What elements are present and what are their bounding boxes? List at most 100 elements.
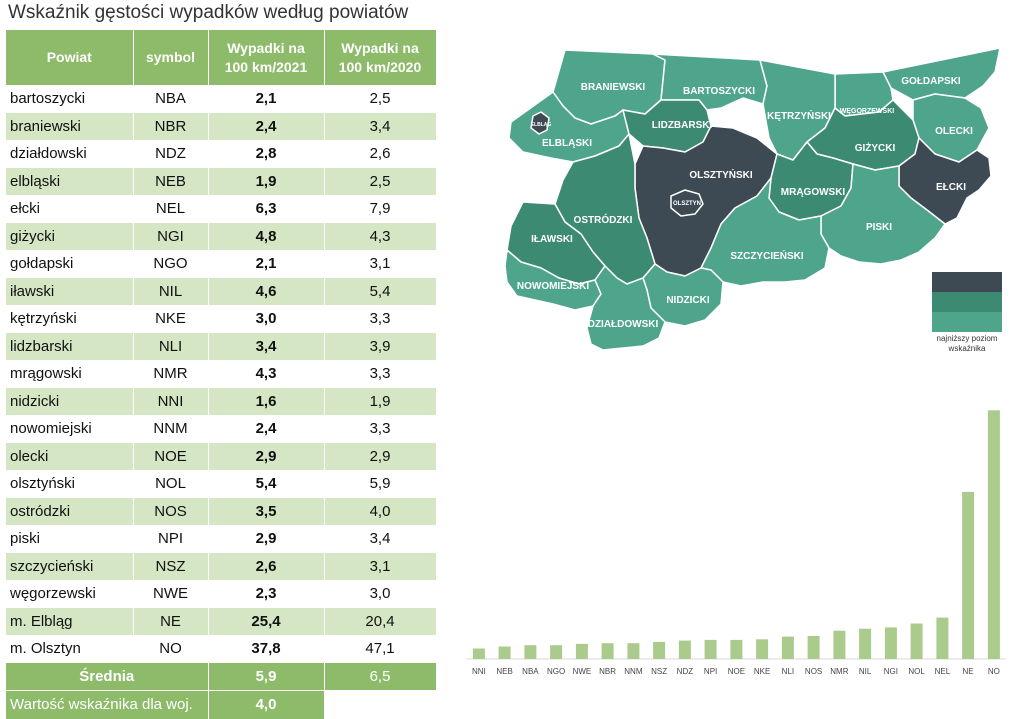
table-row: kętrzyński NKE 3,0 3,3 [6,305,437,333]
map-region-elblag [530,111,550,135]
bar-ngo [550,645,563,659]
tick-label-nil: NIL [859,667,872,676]
cell-powiat: m. Olsztyn [6,635,134,663]
bar-noe [730,639,743,659]
cell-symbol: NOE [133,442,209,470]
cell-symbol: NOS [133,497,209,525]
tick-label-nwe: NWE [573,667,592,676]
cell-symbol: NKE [133,305,209,333]
map-label-braniewski: BRANIEWSKI [581,82,646,93]
tick-label-ne: NE [963,667,974,676]
cell-2020: 4,3 [324,222,437,250]
map-label-elblaski: ELBLĄSKI [542,138,592,149]
cell-2021: 4,3 [208,360,325,388]
bar-nba [524,645,537,659]
header-symbol: symbol [133,30,209,85]
cell-symbol: NEB [133,167,209,195]
map-label-ostrodzki: OSTRÓDZKI [574,213,633,226]
table-row: nowomiejski NNM 2,4 3,3 [6,415,437,443]
cell-2021: 25,4 [208,607,325,635]
bar-nke [756,639,769,659]
cell-powiat: olsztyński [6,470,134,498]
map-label-gizycki: GIŻYCKI [855,141,896,154]
cell-2020: 3,3 [324,305,437,333]
cell-2021: 2,8 [208,140,325,168]
cell-symbol: NNM [133,415,209,443]
cell-symbol: NWE [133,580,209,608]
cell-2020: 3,1 [324,250,437,278]
cell-powiat: mrągowski [6,360,134,388]
cell-powiat: ełcki [6,195,134,223]
table-row: m. Olsztyn NO 37,8 47,1 [6,635,437,663]
header-2020-line1: Wypadki na [341,39,419,56]
bar-nil [859,628,872,659]
bar-nos [807,636,820,659]
bar-ngi [884,627,897,659]
bar-nsz [653,641,666,659]
header-2020: Wypadki na 100 km/2020 [324,30,437,85]
bar-ndz [678,640,691,659]
cell-powiat: nowomiejski [6,415,134,443]
cell-2021: 3,4 [208,332,325,360]
cell-2021: 2,3 [208,580,325,608]
table-row: bartoszycki NBA 2,1 2,5 [6,85,437,113]
cell-symbol: NLI [133,332,209,360]
cell-powiat: piski [6,525,134,553]
cell-symbol: NIL [133,277,209,305]
cell-2021: 2,9 [208,442,325,470]
cell-2021: 3,5 [208,497,325,525]
tick-label-nba: NBA [522,667,539,676]
bar-nol [910,623,923,659]
bar-no [987,410,1000,659]
map-label-wegorzewski: WĘGORZEWSKI [840,108,894,115]
cell-symbol: NBA [133,85,209,113]
cell-powiat: działdowski [6,140,134,168]
cell-2021: 2,4 [208,415,325,443]
table-row: giżycki NGI 4,8 4,3 [6,222,437,250]
cell-2020: 3,4 [324,112,437,140]
cell-2021: 3,0 [208,305,325,333]
cell-powiat: braniewski [6,112,134,140]
cell-2021: 2,1 [208,250,325,278]
cell-powiat: bartoszycki [6,85,134,113]
header-2021-line2: 100 km/2021 [224,58,308,75]
cell-symbol: NPI [133,525,209,553]
tick-label-nol: NOL [908,667,925,676]
cell-2021: 4,8 [208,222,325,250]
header-2021-line1: Wypadki na [227,39,305,56]
bar-nmr [833,630,846,659]
cell-symbol: NO [133,635,209,663]
cell-powiat: kętrzyński [6,305,134,333]
bar-nwe [575,643,588,659]
tick-label-nnm: NNM [624,667,643,676]
table-row: m. Elbląg NE 25,4 20,4 [6,607,437,635]
voivodeship-value: 4,0 [208,689,325,719]
cell-2021: 4,6 [208,277,325,305]
map-label-piski: PISKI [866,222,892,233]
tick-label-nke: NKE [754,667,770,676]
map-label-goldapski: GOŁDAPSKI [901,76,961,87]
bar-npi [704,639,717,659]
bar-nnm [627,643,640,659]
cell-powiat: m. Elbląg [6,607,134,635]
table-row: szczycieński NSZ 2,6 3,1 [6,552,437,580]
map-region-dzialdowski [586,265,666,351]
accident-table: Powiat symbol Wypadki na 100 km/2021 Wypa… [6,30,437,719]
map-label-olsztyn: OLSZTYN [673,201,701,207]
map-label-bartoszycki: BARTOSZYCKI [683,86,755,97]
cell-2020: 2,5 [324,167,437,195]
cell-2020: 3,9 [324,332,437,360]
tick-label-ndz: NDZ [677,667,694,676]
cell-2021: 1,9 [208,167,325,195]
cell-powiat: gołdapski [6,250,134,278]
voivodeship-label: Wartość wskaźnika dla woj. [6,689,209,719]
map-legend: najniższy poziom wskaźnika [932,272,1002,353]
cell-symbol: NMR [133,360,209,388]
bar-neb [498,646,511,659]
header-2021: Wypadki na 100 km/2021 [208,30,325,85]
cell-2020: 1,9 [324,387,437,415]
cell-2021: 2,9 [208,525,325,553]
cell-2020: 2,5 [324,85,437,113]
cell-powiat: elbląski [6,167,134,195]
map-label-lidzbarski: LIDZBARSKI [652,120,713,131]
